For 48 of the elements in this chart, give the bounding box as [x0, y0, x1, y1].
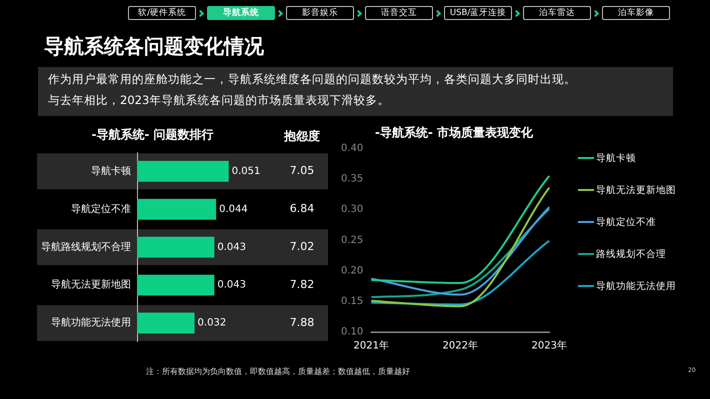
y-tick-label: 0.40	[341, 142, 364, 154]
data-label: 0.051	[232, 166, 260, 177]
category-label: 导航系统	[207, 6, 275, 20]
y-tick-label: 导航定位不准	[71, 202, 131, 215]
text: 7.82	[290, 278, 314, 291]
data-label: 0.043	[217, 280, 246, 291]
bar	[137, 312, 195, 334]
text: 7.02	[290, 240, 314, 254]
category-label: 影音娱乐	[286, 6, 354, 20]
y-tick-label: 导航路线规划不合理	[41, 240, 131, 253]
y-tick-label: 0.35	[341, 174, 364, 185]
category-label: USB/蓝牙连接	[444, 6, 512, 20]
text: 7.05	[290, 164, 314, 178]
text: 注：所有数据均为负向数值，即数值越高，质量越差；数值越低，质量越好	[146, 366, 410, 377]
text: 导航系统各问题变化情况	[44, 33, 264, 60]
text: 抱怨度	[283, 129, 320, 144]
data-label: 0.032	[198, 318, 226, 329]
legend-label: 路线规划不合理	[596, 248, 666, 260]
category-label: 泊车影像	[602, 6, 670, 20]
y-tick-label: 0.30	[341, 204, 364, 216]
y-tick-label: 0.20	[341, 265, 364, 276]
bar	[137, 236, 214, 258]
text: 7.88	[290, 316, 314, 329]
data-label: 0.043	[217, 242, 246, 253]
chart-title: -导航系统- 问题数排行	[91, 127, 214, 142]
legend-label: 导航功能无法使用	[596, 280, 676, 292]
legend-label: 导航定位不准	[596, 216, 656, 228]
y-tick-label: 导航无法更新地图	[51, 278, 131, 291]
category-label: 语音交互	[365, 6, 433, 20]
y-tick-label: 0.10	[341, 326, 364, 338]
bar	[137, 274, 214, 296]
data-label: 0.044	[219, 204, 248, 215]
chart-title: -导航系统- 市场质量表现变化	[374, 125, 534, 140]
x-tick-label: 2021年	[354, 340, 389, 352]
legend-label: 导航卡顿	[596, 152, 636, 164]
category-label: 泊车雷达	[523, 6, 591, 20]
x-tick-label: 2023年	[532, 340, 567, 352]
text: 作为用户最常用的座舱功能之一，导航系统维度各问题的问题数较为平均，各类问题大多同时出现。	[48, 71, 577, 88]
y-tick-label: 导航卡顿	[91, 164, 131, 177]
legend-label: 导航无法更新地图	[596, 184, 676, 196]
x-tick-label: 2022年	[442, 340, 478, 352]
category-label: 软/硬件系统	[128, 6, 196, 20]
y-tick-label: 导航功能无法使用	[51, 316, 131, 329]
text: 6.84	[290, 202, 314, 216]
bar	[137, 198, 216, 220]
y-tick-label: 0.25	[341, 234, 364, 246]
text: 与去年相比，2023年导航系统各问题的市场质量表现下滑较多。	[48, 92, 390, 109]
y-tick-label: 0.15	[341, 296, 364, 307]
